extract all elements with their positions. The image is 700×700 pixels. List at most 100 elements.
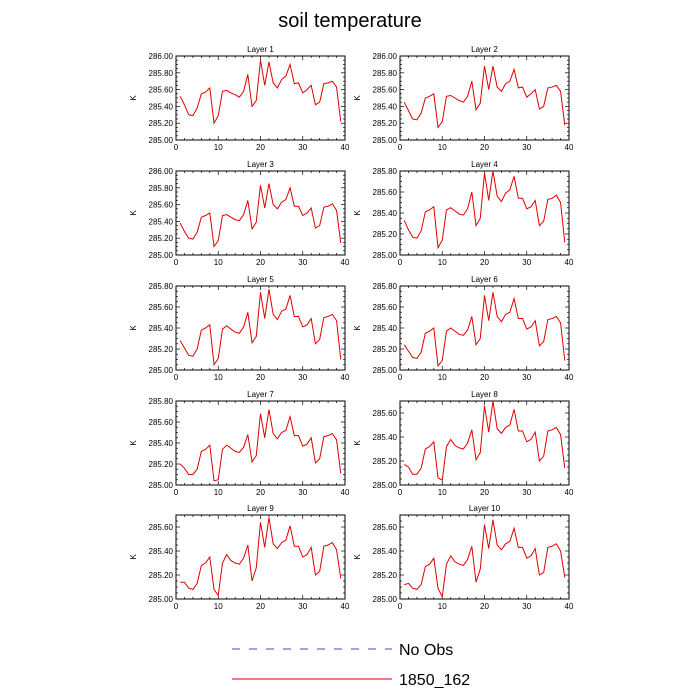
x-tick-label: 30 [522,258,531,267]
y-tick-label: 285.80 [373,69,398,78]
x-tick-label: 20 [256,258,265,267]
y-tick-label: 285.40 [149,324,174,333]
y-tick-label: 285.60 [149,201,174,210]
legend: No Obs 1850_162 [232,642,470,689]
panel-layer-4: Layer 4 0 10 20 30 40 285.00 285.20 285.40 285.60… [353,160,574,267]
y-tick-label: 285.40 [373,547,398,556]
panel-layer-7: Layer 7 0 10 20 30 40 285.00 285.20 285.40 285.60… [129,390,350,497]
panel-layer-8: Layer 8 0 10 20 30 40 285.00 285.20 285.40 285.60… [353,390,574,497]
x-tick-label: 0 [174,602,179,611]
x-tick-label: 0 [398,602,403,611]
y-tick-label: 285.40 [373,433,398,442]
y-tick-label: 285.20 [373,457,398,466]
x-tick-label: 40 [341,488,350,497]
x-tick-label: 30 [298,258,307,267]
x-tick-label: 40 [565,143,574,152]
panel-layer-9: Layer 9 0 10 20 30 40 285.00 285.20 285.40 285.60… [129,504,350,611]
y-tick-label: 285.80 [149,282,174,291]
series-line-1850-162 [403,400,566,482]
panel-title: Layer 10 [469,504,501,513]
y-tick-label: 285.20 [149,119,174,128]
x-tick-label: 20 [480,488,489,497]
y-axis-label: K [353,325,362,331]
panel-title: Layer 3 [247,160,274,169]
y-tick-label: 285.60 [373,409,398,418]
x-tick-label: 10 [214,602,223,611]
x-tick-label: 40 [341,143,350,152]
x-tick-label: 0 [398,258,403,267]
y-tick-label: 285.00 [149,481,174,490]
x-tick-label: 10 [214,143,223,152]
plot-frame [399,400,570,486]
x-tick-label: 40 [565,488,574,497]
x-tick-label: 30 [522,488,531,497]
x-tick-label: 20 [480,373,489,382]
x-tick-label: 20 [480,258,489,267]
panel-title: Layer 7 [247,390,274,399]
y-tick-label: 285.80 [149,397,174,406]
y-tick-label: 286.00 [373,52,398,61]
series-line-1850-162 [403,65,566,129]
y-tick-label: 285.60 [373,86,398,95]
x-tick-label: 0 [174,143,179,152]
panel-title: Layer 8 [471,390,498,399]
y-tick-label: 285.40 [373,209,398,218]
x-tick-label: 0 [174,258,179,267]
panel-layer-5: Layer 5 0 10 20 30 40 285.00 285.20 285.40 285.60… [129,275,350,382]
panel-title: Layer 5 [247,275,274,284]
series-line-1850-162 [403,170,566,250]
y-tick-label: 285.20 [149,234,174,243]
panel-title: Layer 9 [247,504,274,513]
x-tick-label: 10 [214,373,223,382]
y-tick-label: 286.00 [149,52,174,61]
plot-frame [175,55,346,141]
x-tick-label: 10 [438,258,447,267]
y-tick-label: 285.00 [373,251,398,260]
x-tick-label: 20 [480,143,489,152]
x-tick-label: 30 [522,373,531,382]
y-axis-label: K [129,554,138,560]
y-tick-label: 285.00 [373,366,398,375]
series-line-1850-162 [179,60,342,125]
y-tick-label: 285.40 [149,217,174,226]
y-tick-label: 285.40 [149,547,174,556]
y-tick-label: 286.00 [149,167,174,176]
panel-title: Layer 1 [247,45,274,54]
x-tick-label: 0 [174,488,179,497]
x-tick-label: 0 [398,373,403,382]
x-tick-label: 10 [214,488,223,497]
x-tick-label: 30 [298,602,307,611]
x-tick-label: 40 [565,373,574,382]
y-tick-label: 285.60 [149,86,174,95]
y-tick-label: 285.20 [149,460,174,469]
x-tick-label: 30 [298,143,307,152]
y-axis-label: K [353,554,362,560]
y-tick-label: 285.00 [149,595,174,604]
y-tick-label: 285.40 [149,439,174,448]
x-tick-label: 20 [256,373,265,382]
y-axis-label: K [353,210,362,216]
x-tick-label: 30 [298,488,307,497]
panel-title: Layer 6 [471,275,498,284]
legend-label-1850-162: 1850_162 [399,672,470,689]
x-tick-label: 0 [398,143,403,152]
series-line-1850-162 [179,289,342,367]
panel-layer-10: Layer 10 0 10 20 30 40 285.00 285.20 285.40 285.6… [353,504,574,611]
y-tick-label: 285.40 [373,324,398,333]
panel-layer-6: Layer 6 0 10 20 30 40 285.00 285.20 285.40 285.60… [353,275,574,382]
y-tick-label: 285.00 [149,366,174,375]
y-tick-label: 285.40 [373,102,398,111]
series-line-1850-162 [179,183,342,248]
x-tick-label: 20 [256,143,265,152]
panel-title: Layer 2 [471,45,498,54]
y-tick-label: 285.00 [373,481,398,490]
y-tick-label: 285.00 [373,595,398,604]
panel-layer-3: Layer 3 0 10 20 30 40 285.00 285.20 285.40 285.60… [129,160,350,267]
x-tick-label: 20 [256,488,265,497]
x-tick-label: 10 [438,373,447,382]
x-tick-label: 10 [438,602,447,611]
y-axis-label: K [129,325,138,331]
series-line-1850-162 [180,517,342,597]
y-axis-label: K [353,95,362,101]
x-tick-label: 30 [522,602,531,611]
